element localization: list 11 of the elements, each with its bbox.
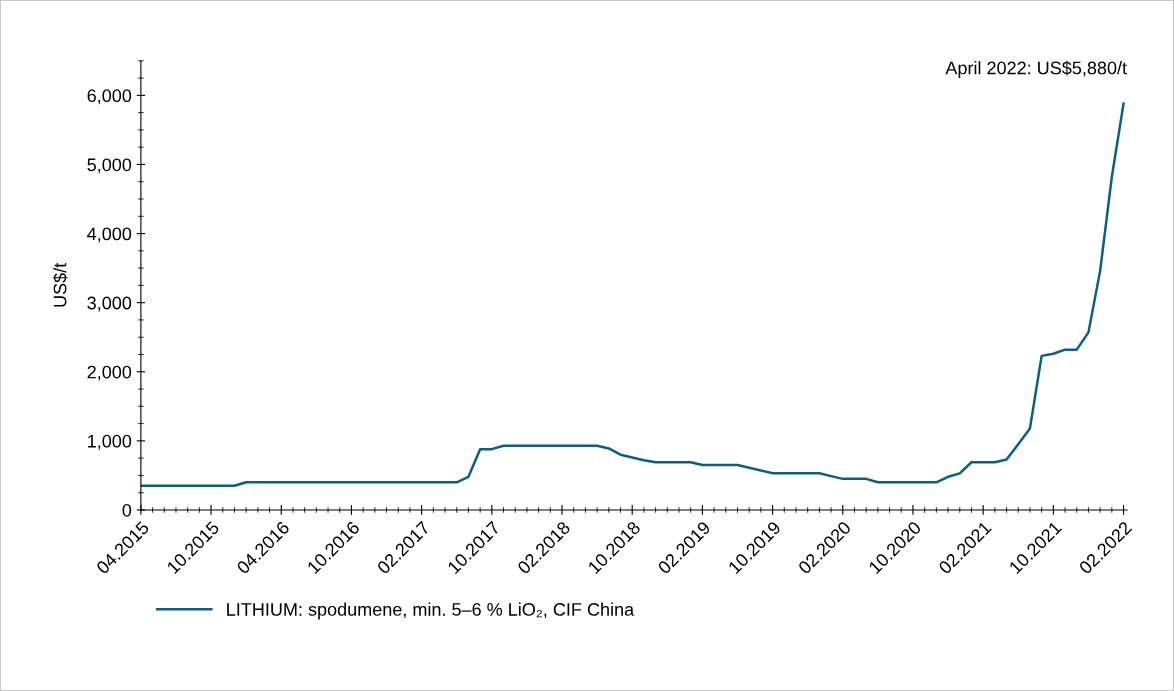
annotation: April 2022: US$5,880/t — [945, 60, 1127, 78]
y-axis-title: US$/t — [52, 262, 68, 307]
y-tick-label: 6,000 — [87, 89, 132, 105]
y-tick-label: 1,000 — [88, 434, 132, 450]
y-tick-label: 2,000 — [87, 365, 132, 381]
y-tick-label: 4,000 — [87, 227, 132, 243]
y-tick-label: 5,000 — [87, 158, 132, 174]
y-tick-label: 0 — [122, 503, 132, 517]
y-tick-label: 3,000 — [87, 296, 132, 312]
line-series — [140, 102, 1125, 488]
legend-label: LITHIUM: spodumene, min. 5–6 % LiO₂, CIF China — [227, 602, 635, 620]
